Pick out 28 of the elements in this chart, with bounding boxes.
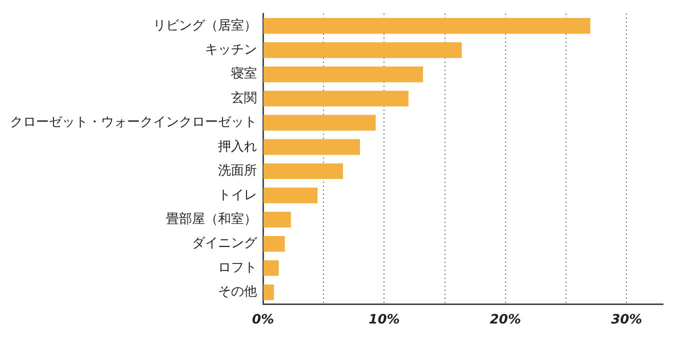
bar [264,163,343,180]
bar [264,66,423,82]
y-tick-label: 寝室 [231,66,257,82]
y-tick-label: その他 [218,284,257,300]
y-tick-label: 洗面所 [218,164,257,179]
bar [264,260,279,276]
y-tick-label: 押入れ [218,139,257,154]
y-tick-label: ダイニング [192,236,258,252]
bar [264,42,462,58]
bar [264,212,291,228]
y-tick-label: クローゼット・ウォークインクローゼット [10,115,257,130]
y-tick-label: キッチン [205,42,257,58]
bar [264,284,274,300]
bar [264,114,376,131]
y-tick-label: ロフト [218,260,257,276]
bar [264,139,360,155]
bar [264,236,285,252]
y-tick-label: 畳部屋（和室） [166,211,257,228]
y-tick-label: リビング（居室） [153,17,257,34]
bar [264,90,408,106]
x-tick-label: 10% [368,312,400,328]
x-tick-label: 20% [490,312,521,328]
y-tick-label: 玄関 [231,90,257,106]
bar [264,188,318,204]
y-tick-label: トイレ [218,188,257,203]
x-tick-label: 30% [611,312,642,328]
bar [264,18,590,34]
x-tick-label: 0% [252,312,274,328]
